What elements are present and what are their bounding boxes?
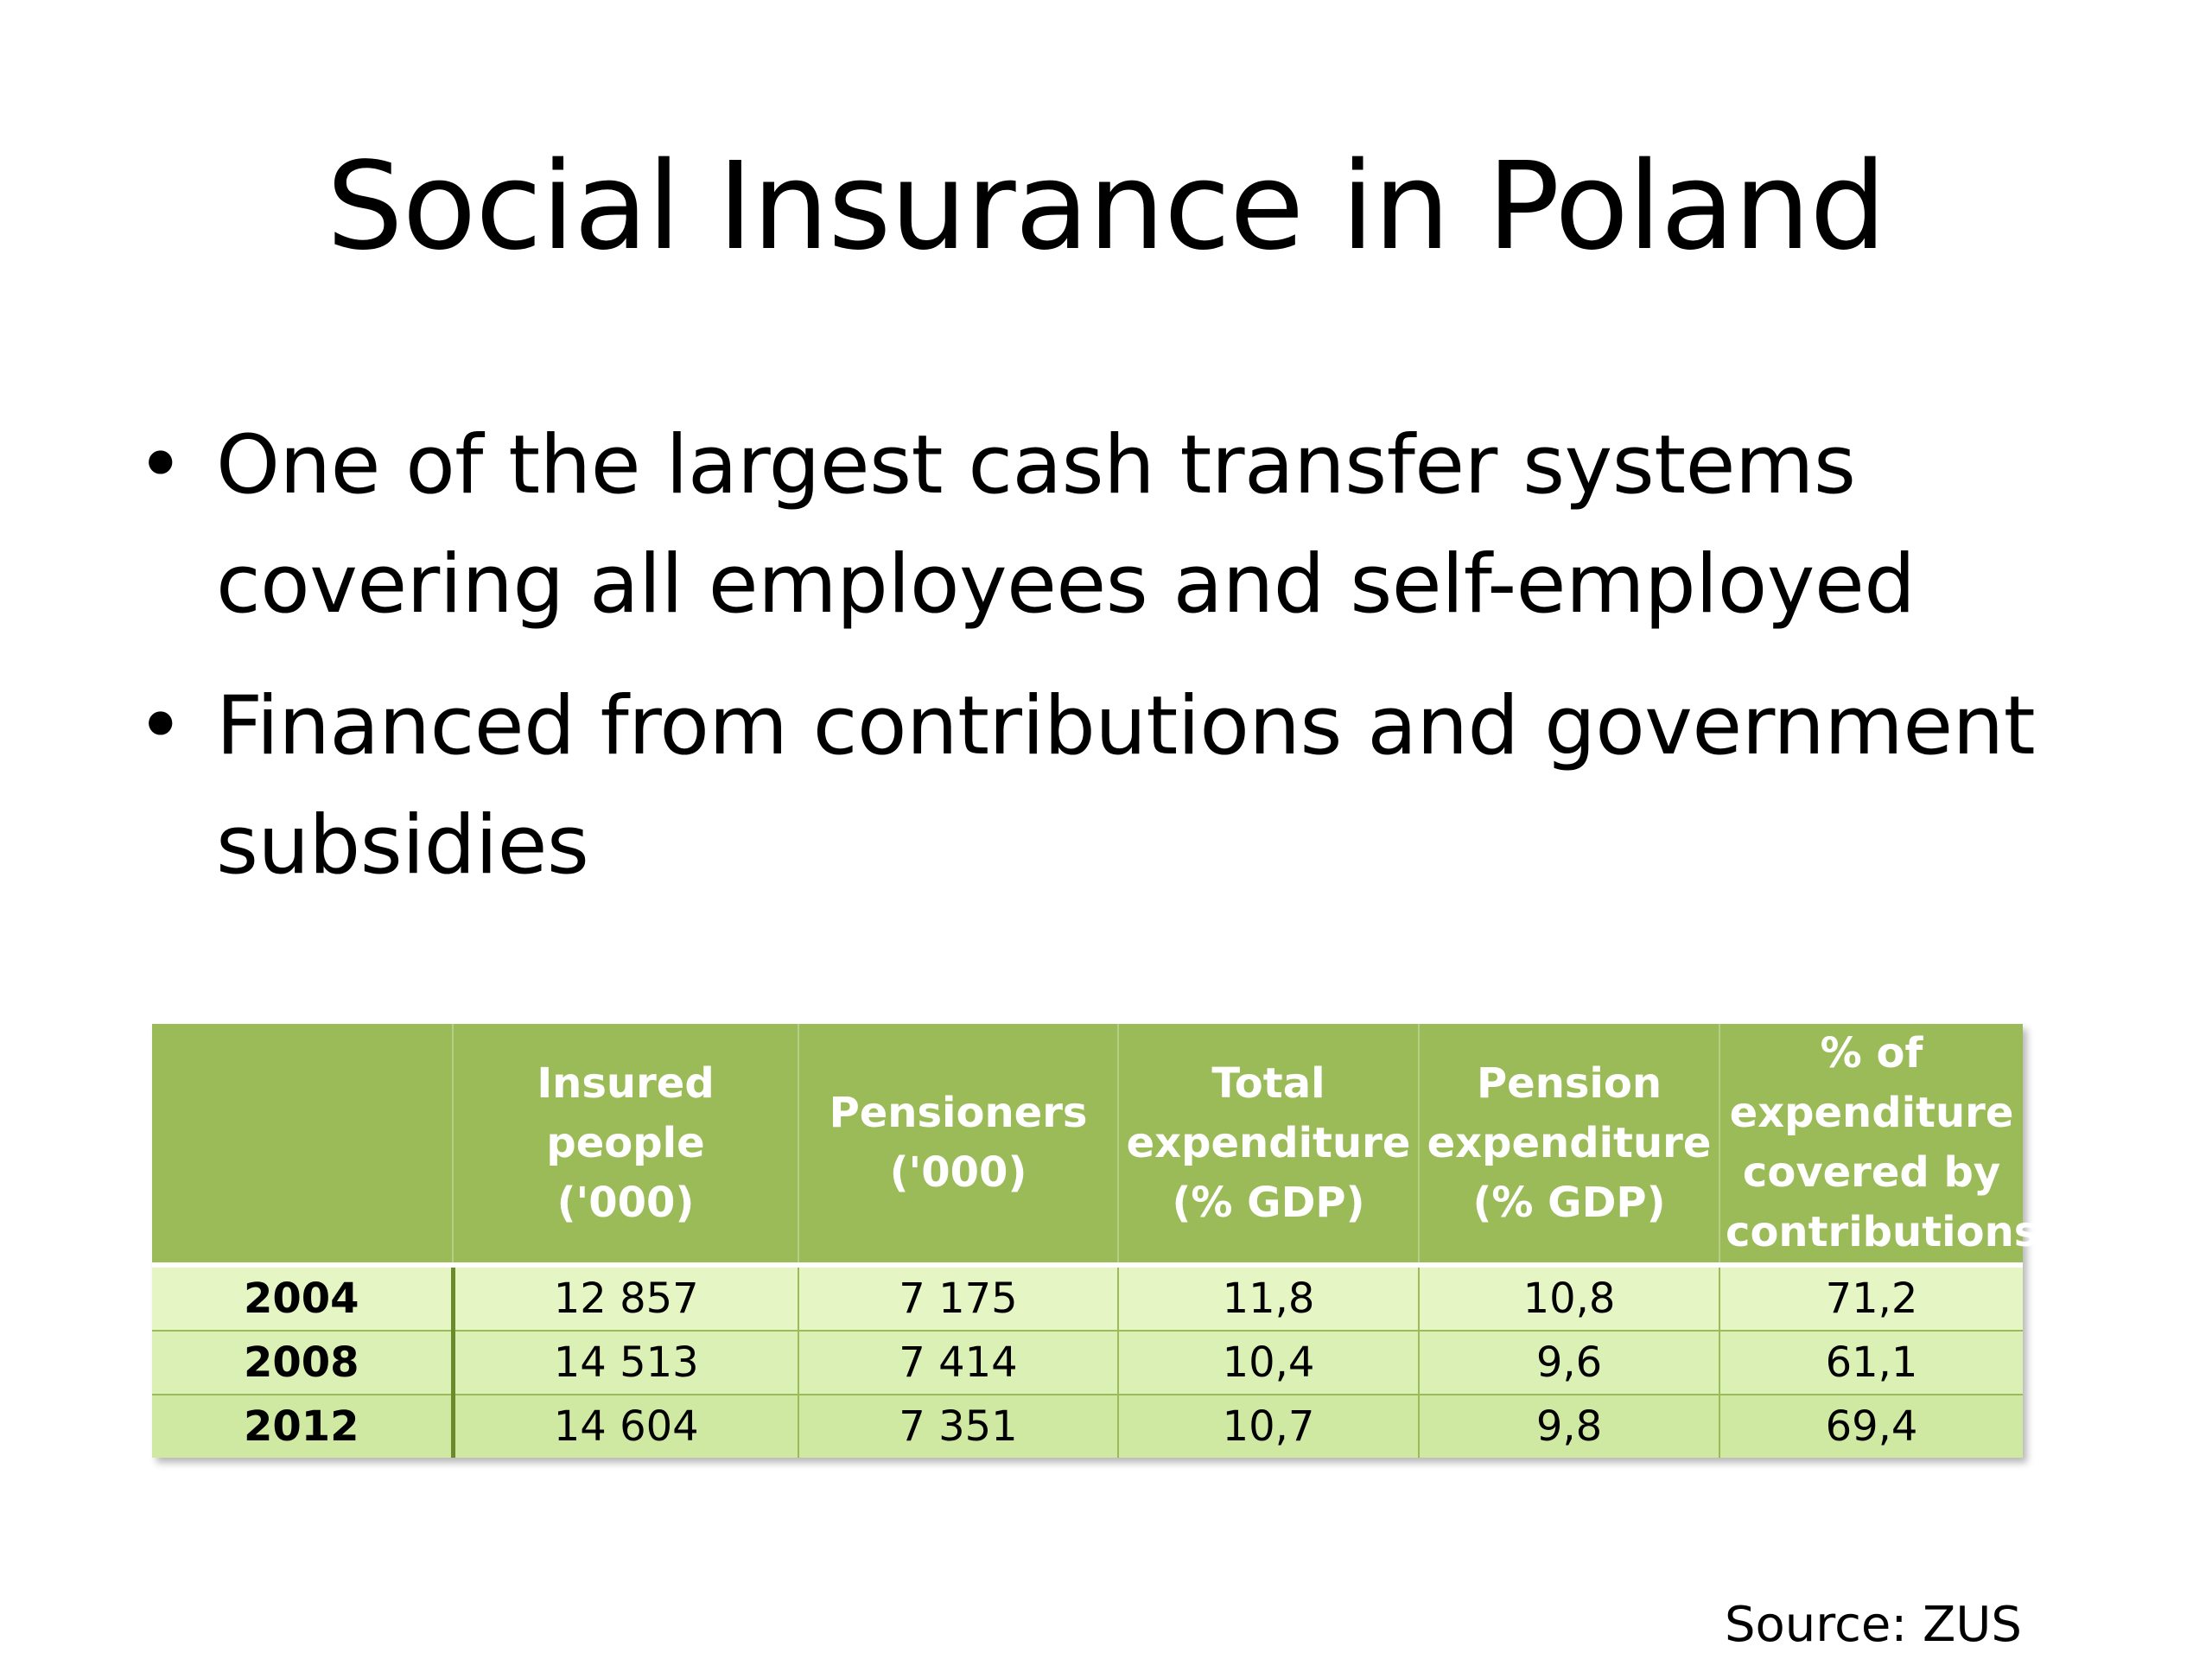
header-cell-pensioners: Pensioners ('000) [798, 1024, 1119, 1268]
bullet-text-line: covering all employees and self-employed [216, 537, 1916, 632]
bullet-item: • One of the largest cash transfer syste… [130, 406, 2117, 645]
table-cell: 7 175 [798, 1265, 1119, 1332]
header-cell-pension-expenditure: Pension expenditure (% GDP) [1419, 1024, 1720, 1268]
table-cell: 10,8 [1419, 1265, 1720, 1332]
header-cell-coverage-percent: % of expenditure covered by contribution… [1719, 1024, 2038, 1268]
bullet-text-line: subsidies [216, 798, 589, 893]
bullet-text-line: Financed from contributions and governme… [216, 679, 2036, 773]
table-row: 2008 14 513 7 414 10,4 9,6 61,1 [152, 1331, 2023, 1395]
table-cell: 14 513 [453, 1331, 799, 1395]
table-cell: 69,4 [1719, 1395, 2023, 1458]
bullet-dot-icon: • [137, 418, 184, 512]
table-header-row: Insured people ('000) Pensioners ('000) … [152, 1024, 2038, 1268]
header-cell-total-expenditure: Total expenditure (% GDP) [1118, 1024, 1420, 1268]
slide-title: Social Insurance in Poland [326, 137, 1886, 277]
bullet-dot-icon: • [137, 679, 184, 773]
data-table-container: Insured people ('000) Pensioners ('000) … [152, 1024, 2038, 1458]
year-cell: 2008 [152, 1331, 455, 1395]
bullet-list: • One of the largest cash transfer syste… [130, 406, 2117, 928]
table-cell: 7 414 [798, 1331, 1119, 1395]
header-cell-insured-people: Insured people ('000) [453, 1024, 799, 1268]
table-cell: 14 604 [453, 1395, 799, 1458]
source-note: Source: ZUS [1725, 1597, 2022, 1653]
table-row: 2004 12 857 7 175 11,8 10,8 71,2 [152, 1265, 2023, 1332]
table-cell: 71,2 [1719, 1265, 2023, 1332]
header-cell-year [152, 1024, 454, 1268]
table-cell: 10,7 [1118, 1395, 1420, 1458]
table-cell: 9,6 [1419, 1331, 1720, 1395]
year-cell: 2004 [152, 1265, 455, 1332]
table-cell: 11,8 [1118, 1265, 1420, 1332]
table-cell: 61,1 [1719, 1331, 2023, 1395]
table-cell: 12 857 [453, 1265, 799, 1332]
bullet-text-line: One of the largest cash transfer systems [216, 418, 1856, 512]
table-cell: 10,4 [1118, 1331, 1420, 1395]
bullet-item: • Financed from contributions and govern… [130, 667, 2117, 906]
social-insurance-table: Insured people ('000) Pensioners ('000) … [152, 1024, 2038, 1458]
table-cell: 7 351 [798, 1395, 1119, 1458]
table-row: 2012 14 604 7 351 10,7 9,8 69,4 [152, 1395, 2023, 1458]
table-cell: 9,8 [1419, 1395, 1720, 1458]
year-cell: 2012 [152, 1395, 455, 1458]
